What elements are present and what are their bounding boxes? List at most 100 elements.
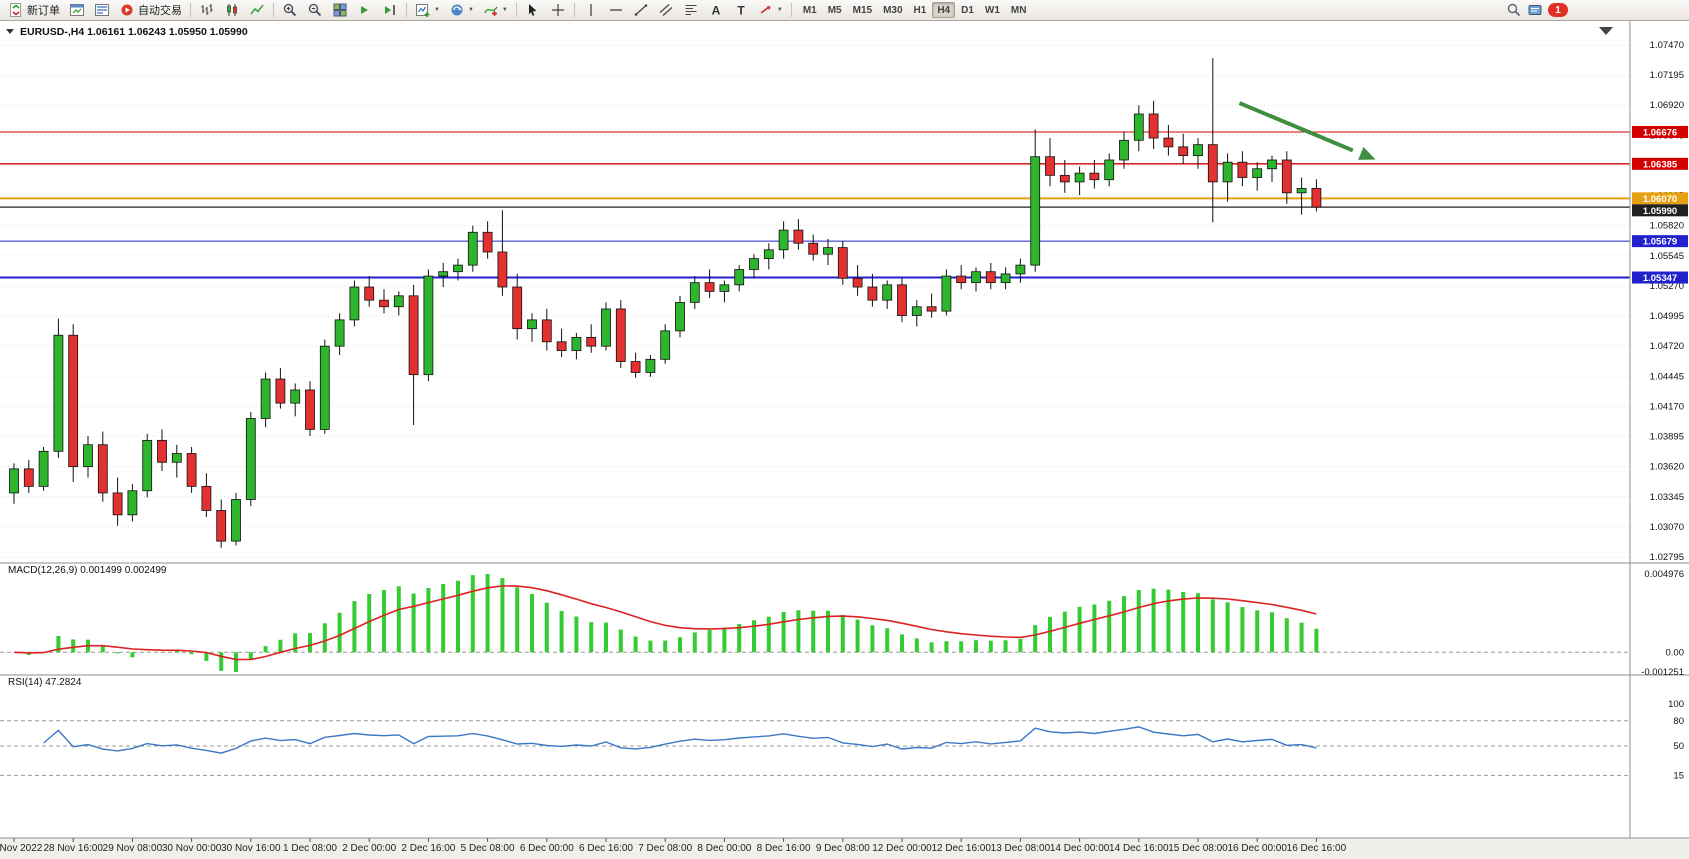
market-watch-button[interactable] bbox=[90, 1, 114, 19]
toolbar-separator bbox=[573, 3, 575, 17]
price-label-box bbox=[1632, 157, 1688, 170]
rsi-line bbox=[43, 726, 1317, 754]
svg-text:15 Dec 08:00: 15 Dec 08:00 bbox=[1168, 843, 1228, 854]
indicators-icon bbox=[484, 6, 498, 16]
search-icon[interactable] bbox=[1506, 2, 1522, 18]
market-watch-icon bbox=[95, 4, 109, 16]
symbol-dropdown-icon[interactable] bbox=[6, 29, 14, 34]
timeframe-buttons: M1 M5 M15 M30 H1 H4 D1 W1 MN bbox=[798, 2, 1032, 18]
line-chart-button[interactable] bbox=[245, 1, 269, 19]
vertical-line-icon bbox=[590, 4, 592, 16]
svg-text:T: T bbox=[737, 4, 745, 18]
candles bbox=[9, 58, 1322, 548]
svg-text:50: 50 bbox=[1673, 741, 1684, 752]
zoom-in-button[interactable] bbox=[278, 1, 302, 19]
new-order-icon bbox=[10, 3, 21, 17]
horizontal-lines[interactable] bbox=[0, 131, 1630, 279]
fibonacci-icon bbox=[685, 4, 697, 16]
svg-text:80: 80 bbox=[1673, 716, 1684, 727]
price-label-box bbox=[1632, 125, 1688, 138]
profiles-button[interactable]: ▼ bbox=[445, 1, 478, 19]
candlestick-chart-button[interactable] bbox=[220, 1, 244, 19]
svg-text:28 Nov 2022: 28 Nov 2022 bbox=[0, 843, 43, 854]
svg-text:30 Nov 16:00: 30 Nov 16:00 bbox=[221, 843, 281, 854]
bar-chart-button[interactable] bbox=[195, 1, 219, 19]
macd-label: MACD(12,26,9) 0.001499 0.002499 bbox=[8, 565, 167, 576]
toolbar-separator bbox=[190, 3, 191, 17]
toolbar-separator bbox=[515, 3, 517, 17]
timeframe-m15[interactable]: M15 bbox=[848, 2, 877, 18]
price-label-box bbox=[1632, 192, 1688, 205]
macd-axis-labels: 0.004976 0.00 -0.001251 bbox=[1641, 569, 1684, 678]
tile-windows-button[interactable] bbox=[328, 1, 352, 19]
price-grid bbox=[0, 44, 1630, 558]
text-label-button[interactable]: T bbox=[729, 1, 753, 19]
chart-canvas[interactable]: 1.074701.071951.069201.066451.063701.060… bbox=[0, 21, 1689, 859]
timeframe-h1[interactable]: H1 bbox=[909, 2, 932, 18]
trendline-icon bbox=[634, 4, 648, 16]
svg-text:1.04445: 1.04445 bbox=[1650, 371, 1684, 382]
timeframe-d1[interactable]: D1 bbox=[956, 2, 979, 18]
fibonacci-button[interactable] bbox=[679, 1, 703, 19]
main-toolbar: 新订单 自动交易 bbox=[0, 0, 1689, 21]
horizontal-line-button[interactable] bbox=[604, 1, 628, 19]
macd-signal-line bbox=[13, 585, 1317, 661]
rsi-axis-labels: 100 80 50 15 bbox=[1668, 699, 1684, 781]
bar-chart-icon bbox=[201, 4, 213, 15]
price-label-box bbox=[1632, 235, 1688, 248]
timeframe-m5[interactable]: M5 bbox=[823, 2, 847, 18]
dropdown-caret-icon: ▼ bbox=[776, 7, 783, 13]
arrows-button[interactable]: ▼ bbox=[754, 1, 787, 19]
timeframe-h4[interactable]: H4 bbox=[932, 2, 956, 18]
vertical-line-button[interactable] bbox=[579, 1, 603, 19]
chart-window-button[interactable] bbox=[65, 1, 89, 19]
svg-text:1.06920: 1.06920 bbox=[1650, 100, 1684, 111]
crosshair-icon bbox=[551, 4, 564, 16]
line-chart-icon bbox=[250, 4, 264, 15]
timeframe-mn[interactable]: MN bbox=[1006, 2, 1032, 18]
dropdown-caret-icon: ▼ bbox=[501, 7, 508, 13]
svg-text:13 Dec 08:00: 13 Dec 08:00 bbox=[991, 843, 1051, 854]
svg-text:1.06070: 1.06070 bbox=[1643, 194, 1677, 205]
trendline-button[interactable] bbox=[629, 1, 653, 19]
chart-shift-marker[interactable] bbox=[1599, 27, 1613, 35]
svg-text:9 Dec 08:00: 9 Dec 08:00 bbox=[816, 843, 870, 854]
svg-text:16 Dec 16:00: 16 Dec 16:00 bbox=[1287, 843, 1347, 854]
timeframe-w1[interactable]: W1 bbox=[980, 2, 1005, 18]
notification-badge[interactable]: 1 bbox=[1548, 3, 1568, 17]
timeframe-m1[interactable]: M1 bbox=[798, 2, 822, 18]
zoom-out-button[interactable] bbox=[303, 1, 327, 19]
svg-text:1.05545: 1.05545 bbox=[1650, 251, 1684, 262]
trend-arrow[interactable] bbox=[1238, 101, 1378, 166]
time-axis-strip bbox=[0, 838, 1689, 859]
svg-text:1.07195: 1.07195 bbox=[1650, 70, 1684, 81]
svg-text:16 Dec 00:00: 16 Dec 00:00 bbox=[1227, 843, 1287, 854]
autotrading-button[interactable]: 自动交易 bbox=[115, 1, 186, 19]
new-chart-button[interactable]: ▼ bbox=[411, 1, 444, 19]
timeframe-m30[interactable]: M30 bbox=[878, 2, 907, 18]
svg-text:A: A bbox=[712, 4, 721, 18]
svg-text:1 Dec 08:00: 1 Dec 08:00 bbox=[283, 843, 337, 854]
toolbar-separator bbox=[273, 3, 274, 17]
svg-text:-0.001251: -0.001251 bbox=[1641, 667, 1684, 678]
chart-shift-button[interactable] bbox=[378, 1, 402, 19]
toolbar-right-group: 1 bbox=[1506, 2, 1568, 18]
svg-text:12 Dec 00:00: 12 Dec 00:00 bbox=[872, 843, 932, 854]
message-icon[interactable] bbox=[1527, 2, 1543, 18]
auto-scroll-button[interactable] bbox=[353, 1, 377, 19]
indicators-button[interactable]: ▼ bbox=[479, 1, 512, 19]
toolbar-separator bbox=[790, 3, 792, 17]
cursor-button[interactable] bbox=[521, 1, 545, 19]
crosshair-button[interactable] bbox=[546, 1, 570, 19]
price-label-box bbox=[1632, 271, 1688, 284]
text-button[interactable]: A bbox=[704, 1, 728, 19]
svg-text:6 Dec 16:00: 6 Dec 16:00 bbox=[579, 843, 633, 854]
svg-text:1.04995: 1.04995 bbox=[1650, 311, 1684, 322]
price-label-box bbox=[1632, 204, 1688, 217]
svg-text:1.05679: 1.05679 bbox=[1643, 237, 1677, 248]
svg-text:2 Dec 16:00: 2 Dec 16:00 bbox=[401, 843, 455, 854]
channel-button[interactable] bbox=[654, 1, 678, 19]
new-order-button[interactable]: 新订单 bbox=[4, 1, 64, 19]
svg-text:1.03895: 1.03895 bbox=[1650, 432, 1684, 443]
